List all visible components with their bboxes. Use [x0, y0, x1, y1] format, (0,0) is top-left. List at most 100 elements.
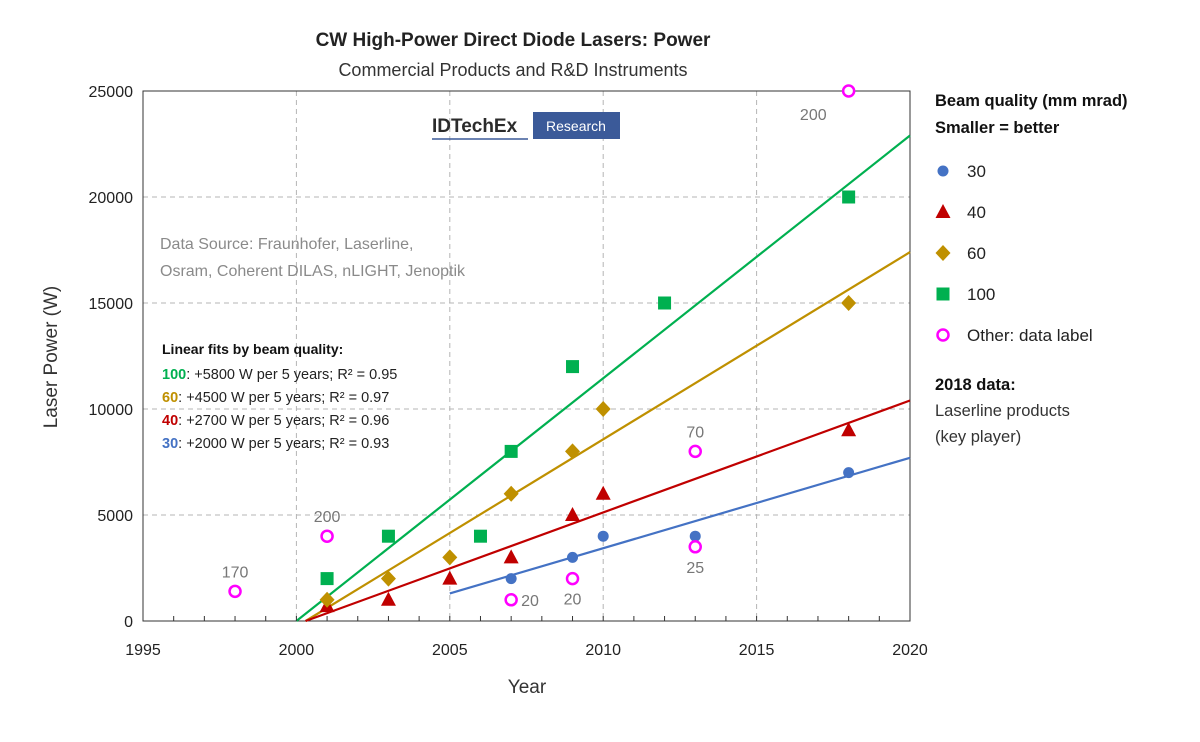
- point-60: [380, 570, 396, 587]
- fit-row-30: 30: +2000 W per 5 years; R² = 0.93: [162, 436, 389, 452]
- data-label-25: 25: [686, 560, 704, 577]
- legend-label-4: 100: [967, 285, 995, 304]
- legend-note-title: 2018 data:: [935, 376, 1016, 394]
- legend-marker-5: [936, 328, 950, 342]
- legend-entries: 30 40 60 100 Other: data label: [935, 162, 1093, 345]
- data-label-70: 70: [686, 424, 704, 441]
- fit-row-100: 100: +5800 W per 5 years; R² = 0.95: [162, 367, 397, 383]
- logo-badge: [533, 112, 620, 139]
- fit-text-30: : +2000 W per 5 years; R² = 0.93: [178, 436, 389, 452]
- x-axis-label: Year: [508, 677, 547, 698]
- legend-label-2: 40: [967, 203, 986, 222]
- data-source-line-2: Osram, Coherent DILAS, nLIGHT, Jenoptik: [160, 263, 466, 280]
- point-100: [381, 529, 395, 543]
- point-30: [505, 573, 517, 585]
- chart-subtitle: Commercial Products and R&D Instruments: [338, 60, 687, 80]
- chart-title: CW High-Power Direct Diode Lasers: Power: [316, 30, 711, 51]
- fit-line-60: [305, 251, 911, 622]
- point-30: [689, 530, 701, 542]
- x-tick-label-1995: 1995: [125, 642, 161, 659]
- fit-line-30: [449, 456, 911, 595]
- legend-marker-3: [935, 245, 951, 261]
- fit-key-100: 100: [162, 367, 186, 383]
- data-label-170: 170: [222, 564, 249, 581]
- linear-fits-box: Linear fits by beam quality: 100: +5800 …: [162, 341, 397, 452]
- legend-label-3: 60: [967, 244, 986, 263]
- legend: Beam quality (mm mrad) Smaller = better …: [935, 92, 1128, 446]
- y-tick-label-20000: 20000: [89, 190, 134, 207]
- point-100: [658, 296, 672, 310]
- fits-title: Linear fits by beam quality:: [162, 341, 343, 357]
- point-40: [503, 549, 519, 564]
- x-tick-label-2020: 2020: [892, 642, 928, 659]
- point-other: [565, 571, 580, 586]
- point-60: [595, 401, 611, 417]
- legend-note-line-2: (key player): [935, 428, 1021, 446]
- legend-marker-1: [937, 165, 949, 177]
- point-100: [842, 190, 856, 204]
- data-label-20: 20: [564, 592, 582, 609]
- point-60: [503, 485, 519, 502]
- point-other: [841, 84, 856, 98]
- point-100: [504, 444, 518, 458]
- y-tick-label-25000: 25000: [89, 84, 134, 101]
- point-60: [319, 591, 335, 608]
- point-30: [843, 467, 855, 479]
- point-40: [380, 591, 396, 606]
- fit-line-100: [295, 134, 911, 622]
- data-label-200: 200: [800, 107, 827, 124]
- fit-text-40: : +2700 W per 5 years; R² = 0.96: [178, 413, 389, 429]
- axis-ticks: 1995 2000 2005 2010 2015 20200500010000150002…: [89, 84, 928, 659]
- y-tick-label-5000: 5000: [97, 508, 133, 525]
- fit-key-40: 40: [162, 413, 178, 429]
- idtechex-logo: IDTechEx Research: [432, 112, 620, 140]
- point-60: [841, 295, 857, 311]
- point-other: [504, 593, 518, 607]
- x-tick-label-2015: 2015: [739, 642, 775, 659]
- point-60: [565, 443, 581, 460]
- data-points: [228, 84, 857, 613]
- point-30: [567, 551, 579, 563]
- point-40: [565, 507, 581, 521]
- y-tick-label-15000: 15000: [89, 296, 134, 313]
- point-other: [688, 444, 702, 459]
- point-40: [595, 485, 611, 500]
- logo-badge-text: Research: [546, 118, 606, 134]
- fit-row-60: 60: +4500 W per 5 years; R² = 0.97: [162, 390, 389, 406]
- legend-title-line-2: Smaller = better: [935, 119, 1060, 137]
- point-other: [320, 529, 334, 543]
- fit-key-60: 60: [162, 390, 178, 406]
- data-labels: 170 200 20 20 70 25 200: [222, 107, 827, 610]
- x-tick-label-2000: 2000: [279, 642, 315, 659]
- point-40: [841, 422, 857, 437]
- legend-marker-4: [936, 287, 950, 301]
- point-100: [320, 572, 334, 586]
- fit-key-30: 30: [162, 436, 178, 452]
- fit-line-40: [305, 399, 911, 623]
- legend-label-1: 30: [967, 162, 986, 181]
- point-60: [442, 549, 458, 566]
- point-100: [473, 529, 487, 543]
- fit-row-40: 40: +2700 W per 5 years; R² = 0.96: [162, 413, 389, 429]
- legend-title-line-1: Beam quality (mm mrad): [935, 92, 1128, 110]
- y-tick-label-0: 0: [124, 614, 133, 631]
- data-label-20: 20: [521, 593, 539, 610]
- y-axis-label: Laser Power (W): [41, 286, 62, 429]
- x-tick-label-2010: 2010: [585, 642, 621, 659]
- data-source-line-1: Data Source: Fraunhofer, Laserline,: [160, 236, 413, 253]
- plot-area-frame: [142, 90, 911, 622]
- point-other: [688, 540, 702, 554]
- legend-note-line-1: Laserline products: [935, 402, 1070, 420]
- point-100: [566, 360, 580, 374]
- legend-label-5: Other: data label: [967, 326, 1093, 345]
- logo-name: IDTechEx: [432, 116, 518, 137]
- point-40: [442, 570, 458, 585]
- fit-text-60: : +4500 W per 5 years; R² = 0.97: [178, 390, 389, 406]
- fit-text-100: : +5800 W per 5 years; R² = 0.95: [186, 367, 397, 383]
- legend-marker-2: [935, 204, 951, 218]
- x-tick-label-2005: 2005: [432, 642, 468, 659]
- point-other: [228, 584, 242, 599]
- point-30: [597, 530, 609, 542]
- fit-lines: [295, 134, 911, 623]
